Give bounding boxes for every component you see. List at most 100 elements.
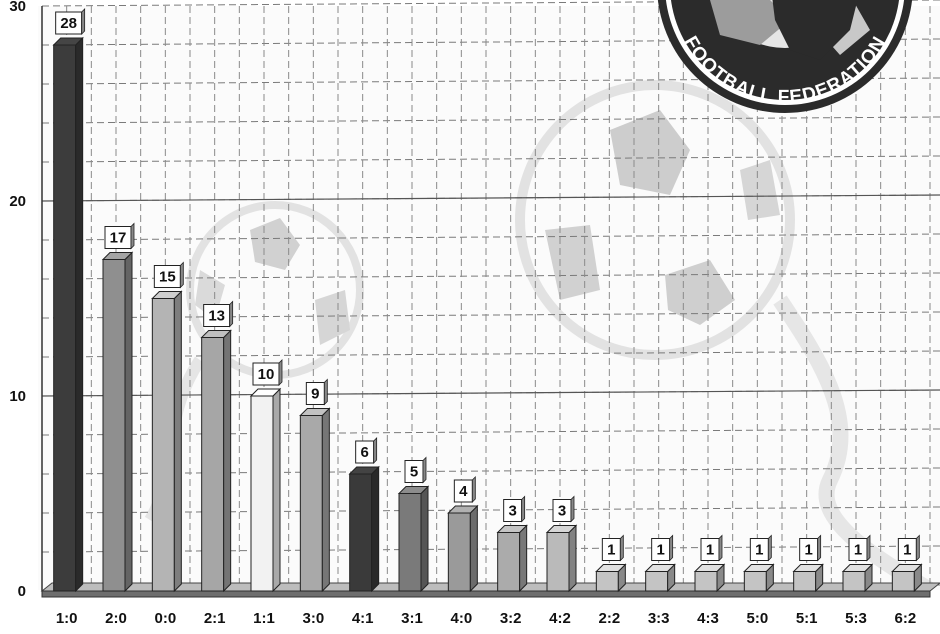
data-label: 5 [404, 456, 427, 484]
data-label: 13 [203, 300, 234, 328]
data-label-text: 15 [159, 269, 176, 286]
bar-top [693, 564, 726, 572]
x-tick-label: 3:1 [401, 610, 423, 627]
x-tick-label: 4:1 [352, 610, 374, 627]
data-label-shadow [619, 534, 624, 562]
x-tick-label: 0:0 [154, 610, 176, 627]
data-label-shadow [669, 534, 674, 562]
bars [52, 36, 923, 593]
grid-line-h [41, 428, 940, 436]
data-label: 4 [453, 476, 476, 503]
bar-top [249, 388, 282, 397]
bar [891, 563, 923, 593]
bar-top [891, 564, 923, 572]
bar [101, 251, 134, 593]
x-tick-label: 5:0 [746, 610, 768, 627]
data-label-text: 9 [311, 386, 319, 403]
x-tick-label: 3:2 [500, 610, 522, 627]
bar-top [447, 505, 479, 514]
y-tick-label: 10 [9, 388, 26, 405]
grid-line-h [41, 545, 940, 553]
data-label-shadow [471, 476, 476, 503]
grid-line-h [41, 350, 940, 358]
bar-top [299, 408, 331, 416]
bar [397, 485, 430, 593]
bar-front [842, 571, 866, 592]
data-label-shadow [81, 8, 86, 35]
data-label-shadow [767, 534, 772, 562]
bar [447, 504, 479, 593]
data-label-text: 4 [459, 483, 468, 500]
data-label: 3 [503, 495, 526, 523]
data-label-text: 5 [410, 464, 418, 481]
bar-front [349, 473, 373, 592]
bar-side [223, 329, 232, 593]
grid-line-h [41, 155, 940, 163]
x-tick-label: 2:1 [204, 610, 226, 627]
x-tick-label: 1:0 [56, 610, 78, 627]
bar-top [545, 525, 578, 533]
x-tick-label: 1:1 [253, 610, 275, 627]
bar-top [496, 525, 528, 533]
data-label: 6 [355, 437, 378, 464]
y-axis: 0 10 20 30 [9, 0, 26, 600]
bar [743, 563, 775, 593]
data-label: 1 [651, 534, 674, 562]
bar-side [272, 387, 281, 593]
bar-front [793, 571, 817, 592]
data-label: 15 [153, 261, 184, 289]
bar-side [173, 290, 182, 593]
data-label-shadow [422, 456, 427, 484]
x-tick-label: 2:2 [598, 610, 620, 627]
x-tick-label: 3:3 [648, 610, 670, 627]
bar [595, 563, 627, 593]
bar-top [644, 564, 676, 572]
grid-line-major [41, 389, 940, 397]
bar-front [53, 44, 77, 592]
data-label-text: 3 [558, 503, 566, 520]
data-label-shadow [323, 378, 328, 406]
bar-top [595, 564, 627, 572]
data-label-text: 6 [360, 444, 368, 461]
bar-front [299, 415, 323, 592]
data-label: 9 [305, 378, 328, 406]
data-label: 1 [799, 534, 822, 562]
data-label-shadow [915, 534, 920, 562]
data-label-shadow [866, 534, 871, 562]
bar [52, 36, 84, 593]
y-tick-label: 20 [9, 193, 26, 210]
bar-side [75, 36, 84, 593]
bar-front [595, 571, 619, 592]
bar-side [124, 251, 133, 593]
bar-side [321, 407, 330, 593]
x-tick-label: 3:0 [302, 610, 324, 627]
bar [693, 563, 726, 593]
bar-front [891, 571, 915, 592]
bar-front [546, 532, 570, 592]
data-label-text: 1 [755, 542, 763, 559]
data-label-text: 17 [110, 230, 127, 247]
bar [644, 563, 676, 593]
bar-side [469, 504, 478, 593]
grid-line-h [41, 233, 940, 241]
data-label-shadow [521, 495, 526, 523]
grid-line-major [41, 194, 940, 202]
bar-side [568, 524, 577, 593]
data-label-shadow [373, 437, 378, 464]
data-label-text: 1 [706, 542, 714, 559]
x-axis: 1:0 2:0 0:0 2:1 1:1 3:0 4:1 3:1 4:0 3:2 4:2 2:2 3:3 4… [56, 610, 916, 627]
data-label: 1 [601, 534, 624, 562]
bar [792, 563, 824, 593]
bar [200, 329, 232, 593]
data-label-text: 1 [607, 542, 615, 559]
bar-front [645, 571, 669, 592]
bar-front [102, 259, 126, 592]
x-tick-label: 6:2 [894, 610, 916, 627]
bar-top [101, 252, 134, 260]
data-label-shadow [179, 261, 184, 289]
x-tick-label: 2:0 [105, 610, 127, 627]
bar-front [743, 571, 767, 592]
data-label-text: 3 [508, 503, 516, 520]
bar [841, 563, 874, 593]
